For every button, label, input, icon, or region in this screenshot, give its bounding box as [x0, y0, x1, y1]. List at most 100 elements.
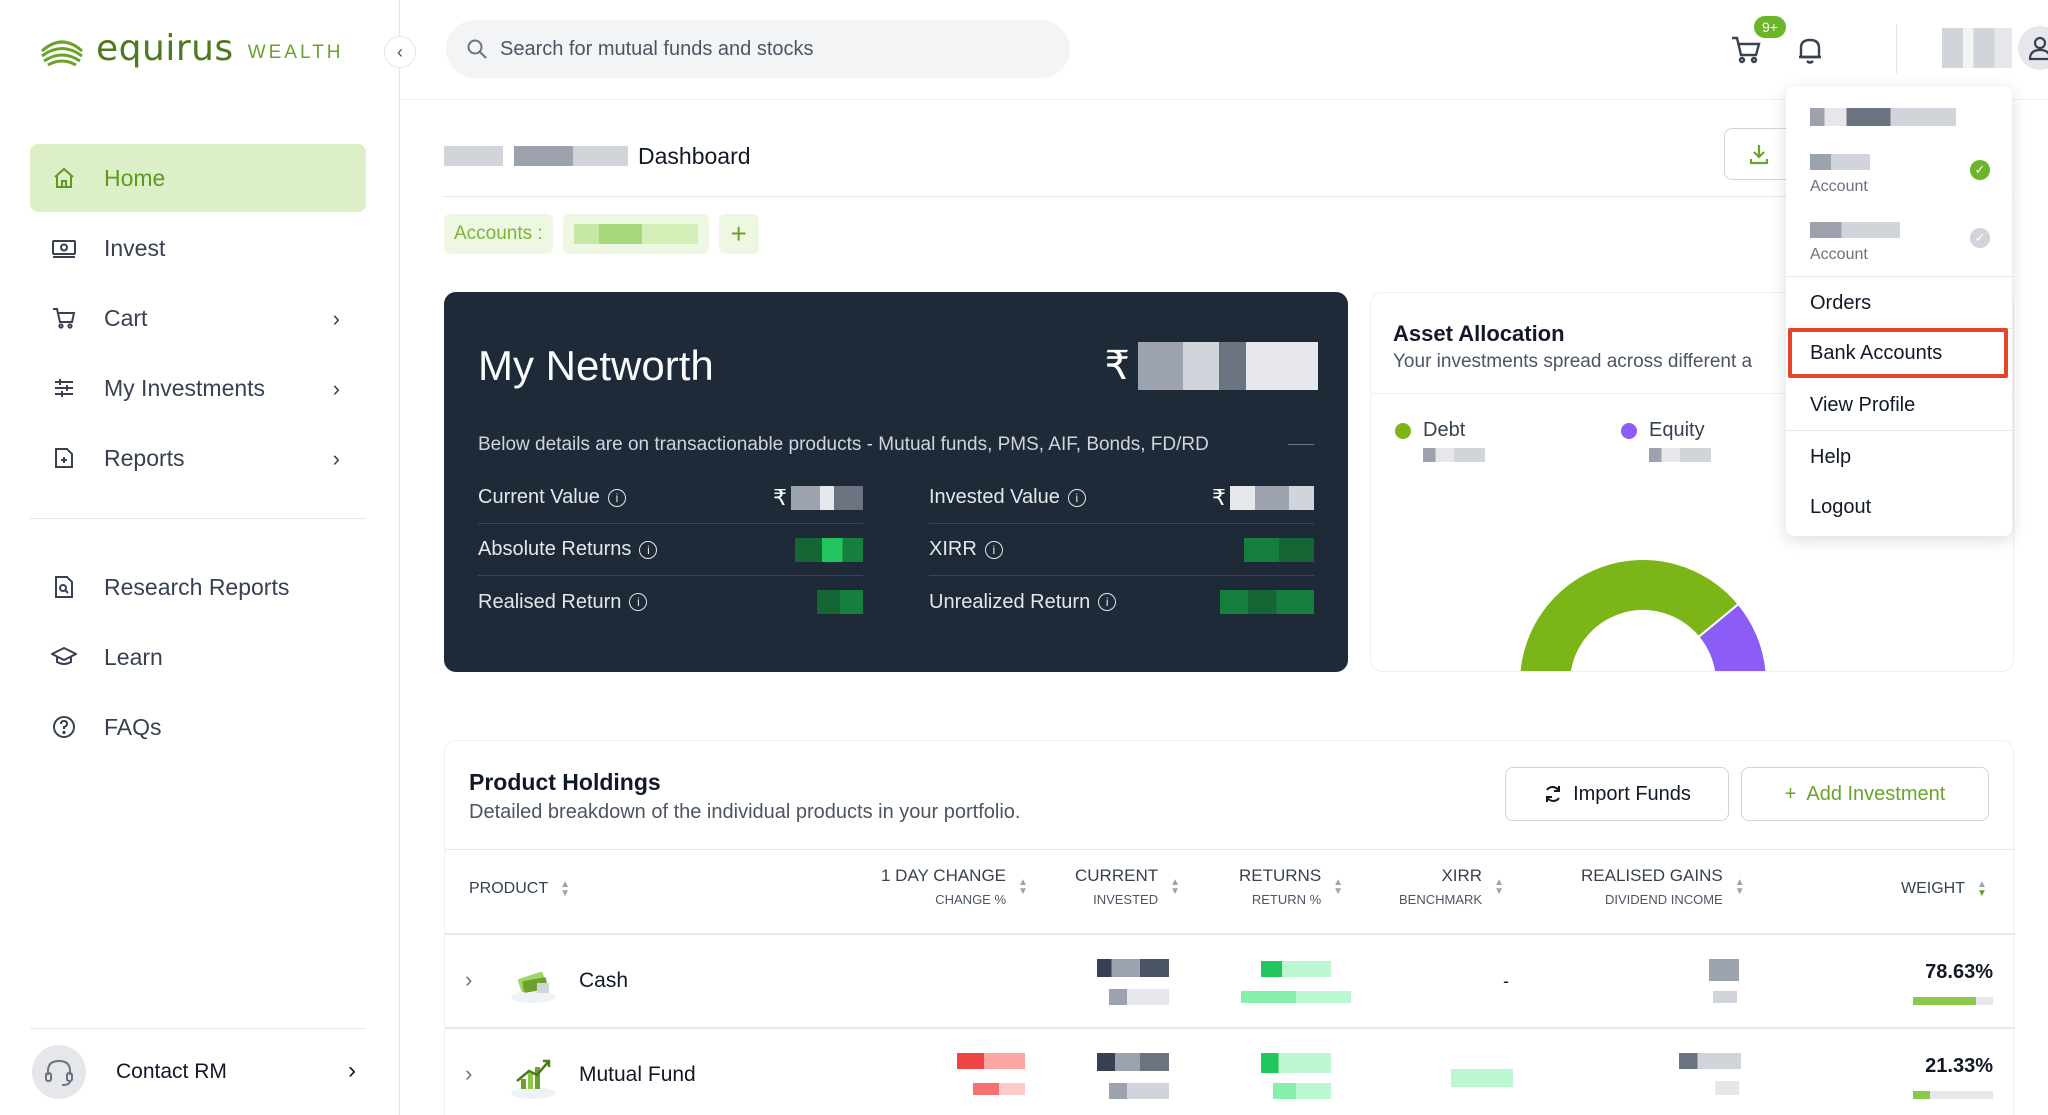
- user-name-redacted[interactable]: [1942, 28, 2012, 68]
- return-percent-redacted: [1241, 991, 1351, 1003]
- sidebar-item-label: My Investments: [104, 374, 266, 401]
- metric-xirr: XIRR i: [929, 524, 1314, 576]
- sort-icon: ▲ ▼: [1977, 879, 1987, 899]
- brand-logo[interactable]: equirus WEALTH: [38, 28, 343, 69]
- column-realised-gains[interactable]: REALISED GAINS DIVIDEND INCOME ▲ ▼: [1581, 866, 1745, 907]
- add-investment-button[interactable]: + Add Investment: [1741, 767, 1989, 821]
- table-row[interactable]: › Cash - 78.63%: [445, 937, 2015, 1029]
- info-icon[interactable]: i: [639, 540, 658, 559]
- menu-item-logout[interactable]: Logout: [1786, 482, 2012, 532]
- page-title: Dashboard: [638, 142, 751, 169]
- sidebar-item-invest[interactable]: Invest: [30, 214, 366, 282]
- metric-label: XIRR: [929, 538, 977, 560]
- column-1-day-change[interactable]: 1 DAY CHANGE CHANGE % ▲ ▼: [881, 866, 1028, 907]
- download-button[interactable]: [1724, 128, 1794, 180]
- document-icon: [50, 573, 78, 601]
- column-xirr[interactable]: XIRR BENCHMARK ▲ ▼: [1399, 866, 1504, 907]
- donut-slice-debt[interactable]: [1519, 558, 1740, 672]
- cart-icon: [1732, 36, 1761, 64]
- column-sublabel: INVESTED: [1093, 892, 1159, 907]
- sidebar-divider: [30, 518, 366, 519]
- weight-bar: [1913, 997, 1993, 1005]
- metric-value-redacted: ₹: [1212, 485, 1314, 510]
- chevron-right-icon[interactable]: ›: [465, 967, 473, 992]
- search-bar[interactable]: [446, 20, 1070, 78]
- sidebar-item-my-investments[interactable]: My Investments ›: [30, 354, 366, 422]
- import-funds-button[interactable]: Import Funds: [1505, 767, 1729, 821]
- networth-amount: ₹: [1105, 342, 1318, 390]
- column-label: 1 DAY CHANGE: [881, 866, 1007, 885]
- donut-slice-equity[interactable]: [1697, 602, 1768, 672]
- metric-value-redacted: [1244, 537, 1314, 562]
- column-label: WEIGHT: [1901, 880, 1965, 897]
- menu-item-label: Logout: [1810, 495, 1872, 518]
- sidebar-item-reports[interactable]: Reports ›: [30, 424, 366, 492]
- weight-value: 78.63%: [1925, 961, 1993, 983]
- sidebar: equirus WEALTH Home Invest Cart: [0, 0, 400, 1115]
- table-row[interactable]: › Mutual Fund 21.33%: [445, 1031, 2015, 1115]
- returns-redacted: [1261, 1053, 1331, 1073]
- plus-icon: +: [1784, 782, 1797, 805]
- check-circle-icon: ✓: [1970, 160, 1990, 180]
- menu-item-help[interactable]: Help: [1786, 432, 2012, 482]
- dropdown-account-option[interactable]: Account ✓: [1810, 222, 1990, 264]
- info-icon[interactable]: i: [1098, 593, 1117, 611]
- bell-icon: [1799, 38, 1821, 64]
- metric-current-value: Current Value i ₹: [478, 472, 863, 524]
- sidebar-item-cart[interactable]: Cart ›: [30, 284, 366, 352]
- sort-icon: ▲ ▼: [1494, 876, 1504, 897]
- metric-value-redacted: ₹: [773, 485, 863, 510]
- menu-item-bank-accounts[interactable]: Bank Accounts: [1788, 328, 2008, 378]
- contact-rm-label: Contact RM: [116, 1059, 227, 1083]
- notifications-button[interactable]: [1790, 30, 1830, 70]
- download-icon: [1749, 145, 1769, 165]
- weight-value: 21.33%: [1925, 1055, 1993, 1077]
- cart-icon: [50, 304, 78, 332]
- networth-title: My Networth: [478, 342, 714, 389]
- accounts-selector: Accounts : +: [444, 214, 759, 254]
- dropdown-account-option[interactable]: Account ✓: [1810, 154, 1990, 196]
- check-circle-icon: ✓: [1970, 228, 1990, 248]
- sidebar-item-home[interactable]: Home: [30, 144, 366, 212]
- product-name: Mutual Fund: [579, 1063, 696, 1086]
- info-icon[interactable]: i: [984, 540, 1003, 559]
- account-name-redacted: [1810, 154, 1870, 170]
- column-product[interactable]: PRODUCT ▲ ▼: [469, 880, 570, 899]
- user-menu-button[interactable]: [2018, 26, 2048, 70]
- sidebar-item-faqs[interactable]: FAQs: [30, 693, 366, 761]
- chevron-right-icon[interactable]: ›: [465, 1061, 473, 1086]
- title-divider: [444, 196, 2014, 197]
- info-icon[interactable]: i: [607, 488, 626, 507]
- holdings-subtitle: Detailed breakdown of the individual pro…: [469, 801, 1021, 823]
- dividend-income-redacted: [1715, 1081, 1739, 1095]
- product-name: Cash: [579, 969, 629, 992]
- page-title-row: Dashboard: [444, 136, 751, 176]
- column-returns[interactable]: RETURNS RETURN % ▲ ▼: [1239, 866, 1343, 907]
- menu-item-orders[interactable]: Orders: [1786, 278, 2012, 328]
- legend-label: Equity: [1649, 419, 1705, 441]
- sidebar-item-research-reports[interactable]: Research Reports: [30, 553, 366, 621]
- legend-equity: Equity: [1621, 419, 1711, 462]
- networth-value-redacted: [1138, 342, 1318, 390]
- account-chip[interactable]: [562, 214, 709, 254]
- sort-icon: ▲ ▼: [1333, 876, 1344, 897]
- info-icon[interactable]: i: [629, 593, 648, 611]
- menu-item-label: Help: [1810, 445, 1852, 468]
- menu-item-view-profile[interactable]: View Profile: [1786, 380, 2012, 430]
- add-account-button[interactable]: +: [718, 214, 759, 254]
- sliders-icon: [50, 374, 78, 402]
- question-icon: [50, 713, 78, 741]
- search-input[interactable]: [500, 37, 1060, 61]
- column-weight[interactable]: WEIGHT ▲ ▼: [1901, 879, 1987, 899]
- header-divider: [1896, 24, 1897, 74]
- metric-label: Absolute Returns: [478, 538, 632, 560]
- sidebar-collapse-button[interactable]: ‹: [384, 36, 416, 68]
- sidebar-item-learn[interactable]: Learn: [30, 623, 366, 691]
- column-current[interactable]: CURRENT INVESTED ▲ ▼: [1075, 866, 1180, 907]
- info-icon[interactable]: i: [1067, 488, 1086, 507]
- chevron-right-icon: ›: [348, 1057, 356, 1084]
- header-cart-button[interactable]: [1726, 30, 1766, 70]
- contact-rm[interactable]: Contact RM ›: [30, 1028, 366, 1114]
- return-percent-redacted: [1273, 1083, 1331, 1099]
- graduation-cap-icon: [50, 643, 78, 671]
